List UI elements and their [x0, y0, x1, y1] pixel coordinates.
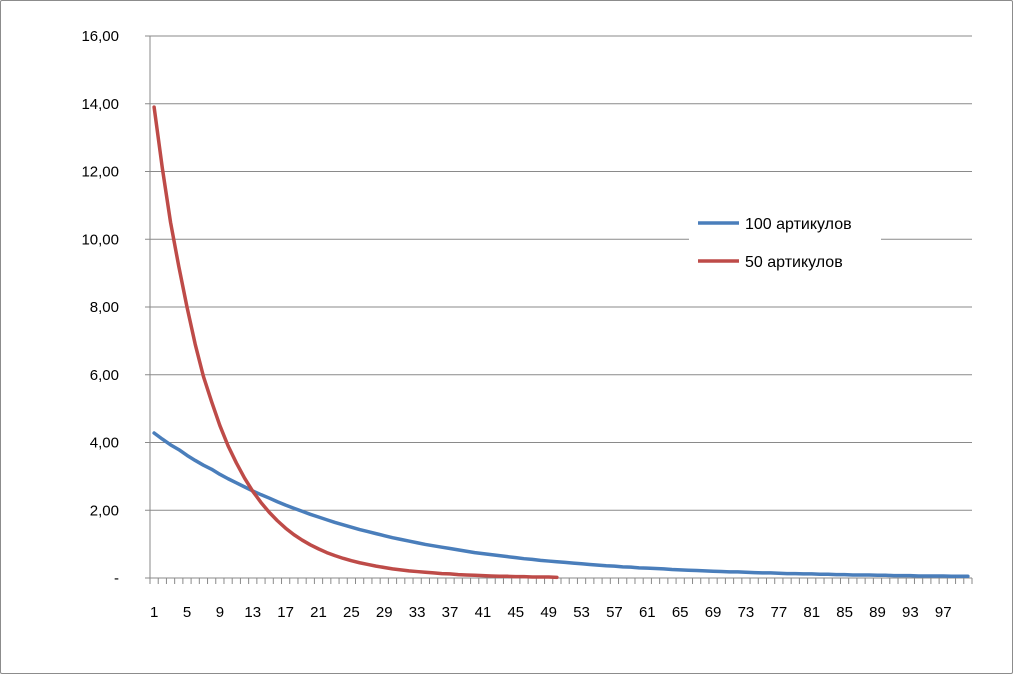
x-tick-label: 5: [183, 604, 191, 621]
x-tick-label: 53: [573, 604, 590, 621]
x-tick-label: 21: [310, 604, 327, 621]
y-tick-label: 16,00: [81, 28, 119, 45]
y-tick-label: 4,00: [90, 435, 119, 452]
x-tick-label: 57: [606, 604, 623, 621]
legend: 100 артикулов 50 артикулов: [689, 205, 881, 281]
x-tick-label: 9: [216, 604, 224, 621]
y-tick-label: 10,00: [81, 231, 119, 248]
series-lines: [152, 105, 970, 580]
x-tick-label: 85: [836, 604, 853, 621]
y-tick-label: 2,00: [90, 502, 119, 519]
series-line-2: [152, 105, 559, 580]
x-tick-label: 69: [705, 604, 722, 621]
legend-background: [689, 205, 881, 281]
x-tick-label: 93: [902, 604, 919, 621]
x-tick-label: 49: [540, 604, 557, 621]
x-tick-label: 77: [770, 604, 787, 621]
series-line-1: [152, 431, 970, 579]
x-tick-label: 13: [244, 604, 261, 621]
x-tick-label: 73: [738, 604, 755, 621]
legend-label: 50 артикулов: [745, 254, 843, 271]
x-tick-label: 1: [150, 604, 158, 621]
x-tick-label: 65: [672, 604, 689, 621]
gridlines: [150, 35, 972, 511]
x-tick-label: 33: [409, 604, 426, 621]
x-tick-label: 41: [475, 604, 492, 621]
y-tick-label: 8,00: [90, 299, 119, 316]
x-tick-label: 81: [803, 604, 820, 621]
legend-label: 100 артикулов: [745, 216, 852, 233]
y-tick-label: -: [114, 570, 119, 587]
x-tick-label: 37: [442, 604, 459, 621]
x-tick-label: 97: [935, 604, 952, 621]
y-tick-label: 12,00: [81, 164, 119, 181]
x-tick-label: 89: [869, 604, 886, 621]
x-tick-label: 61: [639, 604, 656, 621]
y-tick-label: 14,00: [81, 96, 119, 113]
x-tick-label: 25: [343, 604, 360, 621]
axes: - 2,00 4,00 6,00 8,00 10,00 12,00 14,00 16,00 1 5 9…: [81, 28, 973, 621]
x-tick-label: 45: [507, 604, 524, 621]
x-tick-label: 17: [277, 604, 294, 621]
y-tick-label: 6,00: [90, 367, 119, 384]
x-tick-label: 29: [376, 604, 393, 621]
